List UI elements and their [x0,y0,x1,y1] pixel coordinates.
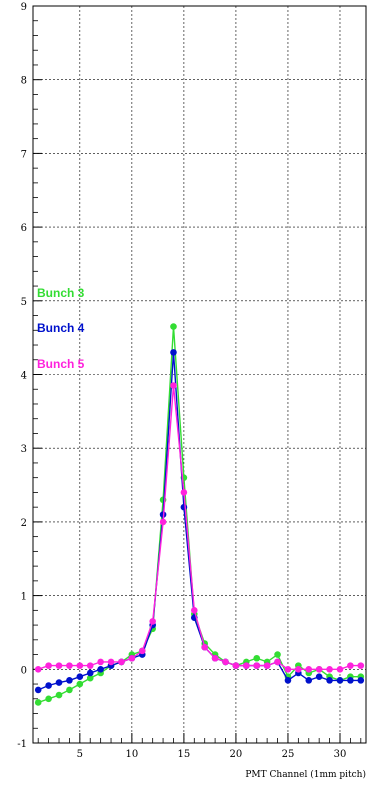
series-3-point [326,666,333,673]
x-tick-label: 5 [77,749,83,760]
y-tick-label: 1 [21,592,27,603]
series-1-point [170,323,177,330]
series-3-point [138,647,146,655]
series-3-point [222,658,229,666]
series-3-point [55,662,63,669]
series-1-point [45,695,52,703]
x-tick-label: 10 [125,749,138,760]
x-axis-title: PMT Channel (1mm pitch) [245,769,366,780]
series-1-point [86,674,94,682]
y-tick-label: 4 [21,371,27,382]
series-2-point [347,677,354,684]
series-3-point [97,658,104,666]
series-2-point [76,673,84,680]
series-3-point [357,662,365,669]
series-2-point [284,677,292,684]
series-2-point [180,503,188,511]
series-2-point [86,669,94,677]
series-3-point [253,662,261,669]
x-tick-label: 25 [282,749,295,760]
y-tick-label: 3 [21,444,27,455]
series-2-point [45,682,52,689]
x-tick-label: 20 [230,749,243,760]
y-tick-label: 7 [21,149,27,160]
series-3-point [86,662,94,669]
series-3-point [107,658,115,666]
series-3-point [315,666,323,673]
series-1-point [55,691,63,699]
series-3-point [76,662,84,669]
series-3-point [232,662,240,669]
series-3-point [190,607,198,614]
series-3-point [336,666,344,673]
series-2-point [305,677,313,684]
x-tick-label: 15 [178,749,191,760]
series-3-point [45,662,52,669]
series-2-point [34,686,42,694]
series-1-point [34,699,42,706]
series-3-point [243,662,250,669]
series-3-point [295,666,302,673]
series-2-point [170,349,177,356]
y-tick-label: 0 [21,665,27,676]
legend-entry-2: Bunch 4 [37,321,85,335]
y-tick-label: 6 [21,223,27,234]
series-3-point [34,666,42,673]
x-tick-label: 30 [334,749,347,760]
y-tick-label: 8 [21,76,27,87]
y-tick-label: 9 [21,2,27,13]
series-2-point [357,677,365,684]
series-1-point [274,651,281,658]
series-2-point [315,673,323,680]
y-tick-label: -1 [17,739,27,750]
legend-entry-3: Bunch 5 [37,357,85,371]
series-3-point [305,666,313,673]
series-group [34,323,365,706]
series-3-point [284,666,292,673]
y-tick-label: 5 [21,297,27,308]
series-1-point [76,680,84,688]
series-2-point [66,677,73,684]
series-3-point [211,654,219,662]
series-3-point [149,618,156,625]
series-1-point [66,686,73,694]
series-2-point [97,666,104,673]
series-3-point [170,382,177,389]
legend-entry-1: Bunch 3 [37,286,85,300]
series-3-point [118,658,125,666]
series-3-point [180,489,188,496]
series-3-point [201,643,209,651]
series-3-point [66,662,73,669]
legend: Bunch 3 Bunch 4 Bunch 5 [37,286,85,371]
series-1-point [253,654,261,662]
series-3-point [128,654,136,662]
series-2-point [55,679,63,686]
series-3-point [274,658,281,666]
series-3-point [263,662,271,669]
series-3-point [347,662,354,669]
y-tick-label: 2 [21,518,27,529]
series-2-point [326,677,333,684]
series-2-point [336,677,344,684]
series-3-point [159,518,167,526]
